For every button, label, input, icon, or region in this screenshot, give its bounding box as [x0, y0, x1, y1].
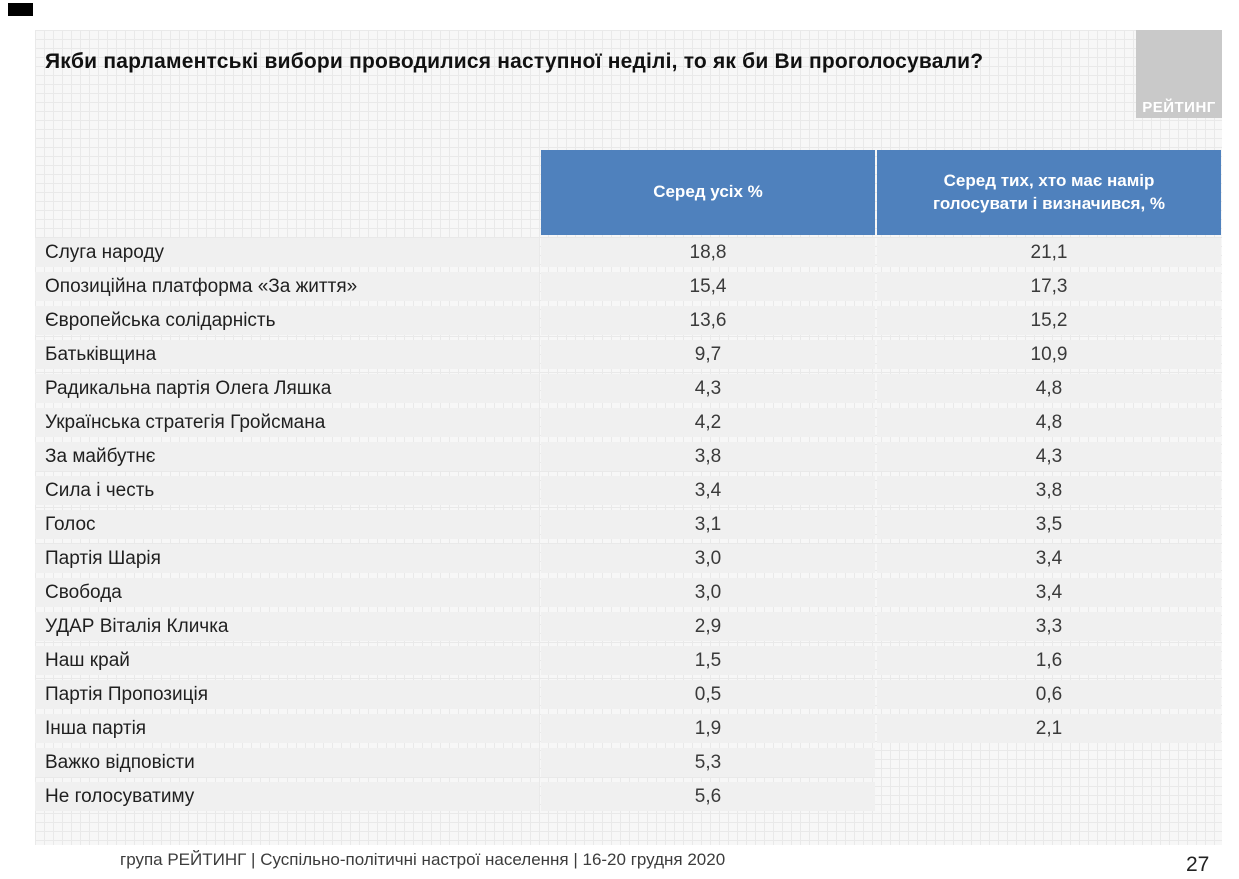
- among-decided-value-cell: 3,5: [877, 510, 1221, 539]
- party-name-cell: Партія Пропозиція: [35, 680, 539, 709]
- table-row: Партія Шарія 3,0 3,4: [35, 544, 1221, 573]
- corner-mark: [8, 3, 33, 16]
- column-header-among-decided: Серед тих, хто має намір голосувати і ви…: [877, 150, 1221, 235]
- among-all-value-cell: 9,7: [541, 340, 875, 369]
- party-name-cell: Наш край: [35, 646, 539, 675]
- table-row: Важко відповісти 5,3: [35, 748, 1221, 777]
- party-name-cell: Українська стратегія Гройсмана: [35, 408, 539, 437]
- party-name-cell: Європейська солідарність: [35, 306, 539, 335]
- table-row: Голос 3,1 3,5: [35, 510, 1221, 539]
- table-row: Свобода 3,0 3,4: [35, 578, 1221, 607]
- rating-logo-text: РЕЙТИНГ: [1142, 99, 1216, 116]
- among-all-value-cell: 3,1: [541, 510, 875, 539]
- party-name-cell: Сила і честь: [35, 476, 539, 505]
- among-decided-value-cell: 15,2: [877, 306, 1221, 335]
- among-decided-value-cell: [877, 782, 1221, 811]
- among-all-value-cell: 15,4: [541, 272, 875, 301]
- party-name-cell: Свобода: [35, 578, 539, 607]
- among-all-value-cell: 1,9: [541, 714, 875, 743]
- among-all-value-cell: 2,9: [541, 612, 875, 641]
- table-row: Слуга народу 18,8 21,1: [35, 238, 1221, 267]
- table-row: Інша партія 1,9 2,1: [35, 714, 1221, 743]
- among-decided-value-cell: 2,1: [877, 714, 1221, 743]
- table-row: Не голосуватиму 5,6: [35, 782, 1221, 811]
- party-name-cell: За майбутнє: [35, 442, 539, 471]
- column-header-among-decided-text: Серед тих, хто має намір голосувати і ви…: [932, 171, 1166, 213]
- among-all-value-cell: 5,3: [541, 748, 875, 777]
- page-number: 27: [1186, 853, 1210, 876]
- party-name-cell: Слуга народу: [35, 238, 539, 267]
- party-name-cell: УДАР Віталія Кличка: [35, 612, 539, 641]
- party-name-cell: Партія Шарія: [35, 544, 539, 573]
- table-row: Наш край 1,5 1,6: [35, 646, 1221, 675]
- among-decided-value-cell: 0,6: [877, 680, 1221, 709]
- footer-caption: група РЕЙТИНГ | Суспільно-політичні наст…: [120, 850, 726, 869]
- among-all-value-cell: 3,4: [541, 476, 875, 505]
- among-all-value-cell: 0,5: [541, 680, 875, 709]
- among-all-value-cell: 18,8: [541, 238, 875, 267]
- table-row: Батьківщина 9,7 10,9: [35, 340, 1221, 369]
- party-name-cell: Батьківщина: [35, 340, 539, 369]
- among-decided-value-cell: 21,1: [877, 238, 1221, 267]
- table-row: За майбутнє 3,8 4,3: [35, 442, 1221, 471]
- table-row: УДАР Віталія Кличка 2,9 3,3: [35, 612, 1221, 641]
- among-decided-value-cell: [877, 748, 1221, 777]
- among-all-value-cell: 3,8: [541, 442, 875, 471]
- among-decided-value-cell: 3,4: [877, 578, 1221, 607]
- among-decided-value-cell: 3,8: [877, 476, 1221, 505]
- party-name-cell: Не голосуватиму: [35, 782, 539, 811]
- party-name-cell: Радикальна партія Олега Ляшка: [35, 374, 539, 403]
- party-name-cell: Інша партія: [35, 714, 539, 743]
- party-name-cell: Голос: [35, 510, 539, 539]
- among-all-value-cell: 4,3: [541, 374, 875, 403]
- table-row: Сила і честь 3,4 3,8: [35, 476, 1221, 505]
- table-row: Радикальна партія Олега Ляшка 4,3 4,8: [35, 374, 1221, 403]
- among-all-value-cell: 13,6: [541, 306, 875, 335]
- among-decided-value-cell: 4,8: [877, 374, 1221, 403]
- table-row: Опозиційна платформа «За життя» 15,4 17,3: [35, 272, 1221, 301]
- among-decided-value-cell: 17,3: [877, 272, 1221, 301]
- rating-logo: РЕЙТИНГ: [1136, 30, 1222, 118]
- table-row: Українська стратегія Гройсмана 4,2 4,8: [35, 408, 1221, 437]
- among-all-value-cell: 4,2: [541, 408, 875, 437]
- table-row: Партія Пропозиція 0,5 0,6: [35, 680, 1221, 709]
- column-header-among-all: Серед усіх %: [541, 150, 875, 235]
- slide-title: Якби парламентські вибори проводилися на…: [45, 50, 984, 73]
- among-decided-value-cell: 1,6: [877, 646, 1221, 675]
- among-decided-value-cell: 3,3: [877, 612, 1221, 641]
- among-decided-value-cell: 4,3: [877, 442, 1221, 471]
- party-name-cell: Опозиційна платформа «За життя»: [35, 272, 539, 301]
- among-all-value-cell: 3,0: [541, 578, 875, 607]
- table-row: Європейська солідарність 13,6 15,2: [35, 306, 1221, 335]
- among-decided-value-cell: 4,8: [877, 408, 1221, 437]
- among-all-value-cell: 5,6: [541, 782, 875, 811]
- among-all-value-cell: 3,0: [541, 544, 875, 573]
- among-all-value-cell: 1,5: [541, 646, 875, 675]
- poll-table-body: Слуга народу 18,8 21,1 Опозиційна платформа…: [35, 238, 1221, 816]
- party-name-cell: Важко відповісти: [35, 748, 539, 777]
- among-decided-value-cell: 3,4: [877, 544, 1221, 573]
- among-decided-value-cell: 10,9: [877, 340, 1221, 369]
- table-header: Серед усіх % Серед тих, хто має намір го…: [541, 150, 1221, 235]
